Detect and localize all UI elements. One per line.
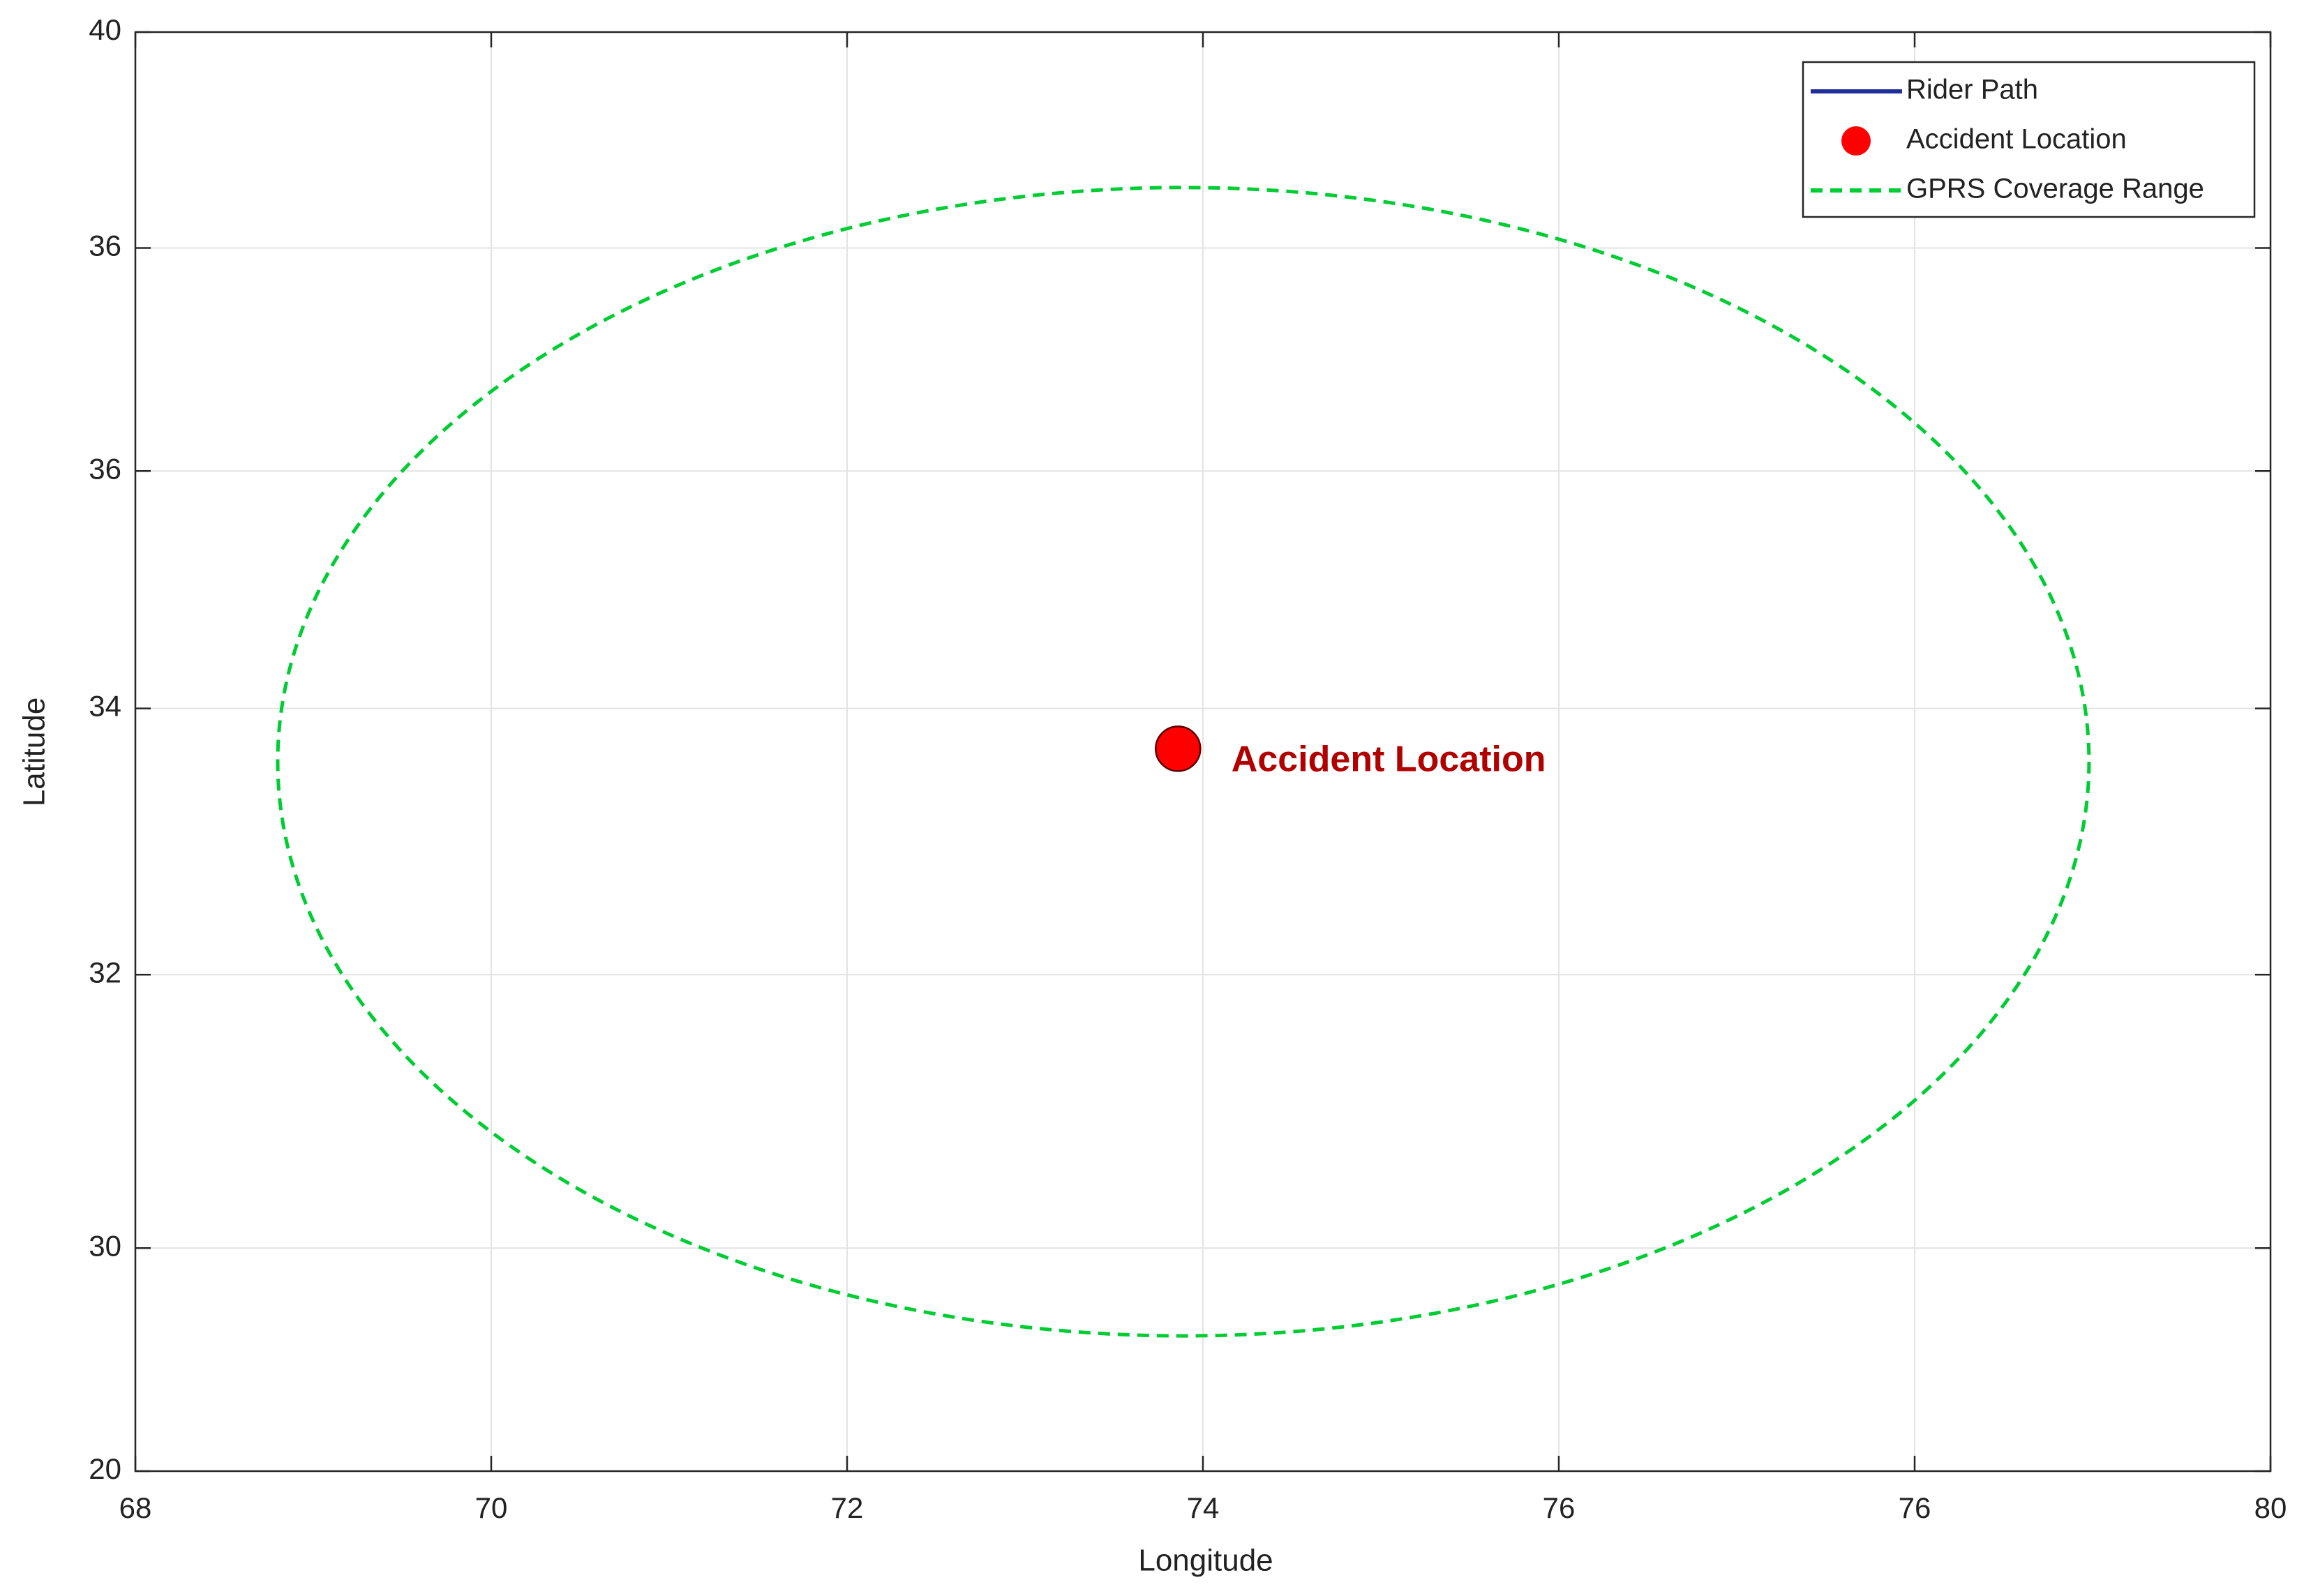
y-tick-label: 36 (89, 452, 121, 485)
legend-label: Accident Location (1906, 124, 2127, 155)
y-tick-label: 20 (89, 1452, 121, 1485)
y-tick-label: 30 (89, 1229, 121, 1262)
x-tick-label: 76 (1543, 1491, 1576, 1524)
x-tick-label: 76 (1899, 1491, 1931, 1524)
legend-marker (1841, 126, 1871, 156)
legend-label: GPRS Coverage Range (1906, 174, 2204, 204)
accident-marker (1155, 725, 1202, 772)
y-axis-label: Latitude (17, 698, 52, 807)
y-tick-label: 40 (89, 13, 121, 46)
x-tick-label: 80 (2254, 1491, 2287, 1524)
y-tick-label: 32 (89, 956, 121, 988)
y-tick-label: 34 (89, 690, 121, 723)
coverage-ellipse (276, 186, 2091, 1338)
x-axis-label: Longitude (1138, 1544, 1273, 1578)
x-tick-label: 72 (831, 1491, 864, 1524)
x-tick-label: 74 (1187, 1491, 1220, 1524)
legend-label: Rider Path (1906, 75, 2038, 105)
x-tick-label: 70 (475, 1491, 508, 1524)
x-tick-label: 68 (119, 1491, 152, 1524)
annotation: Accident Location (1232, 739, 1546, 780)
y-tick-label: 36 (89, 229, 121, 262)
